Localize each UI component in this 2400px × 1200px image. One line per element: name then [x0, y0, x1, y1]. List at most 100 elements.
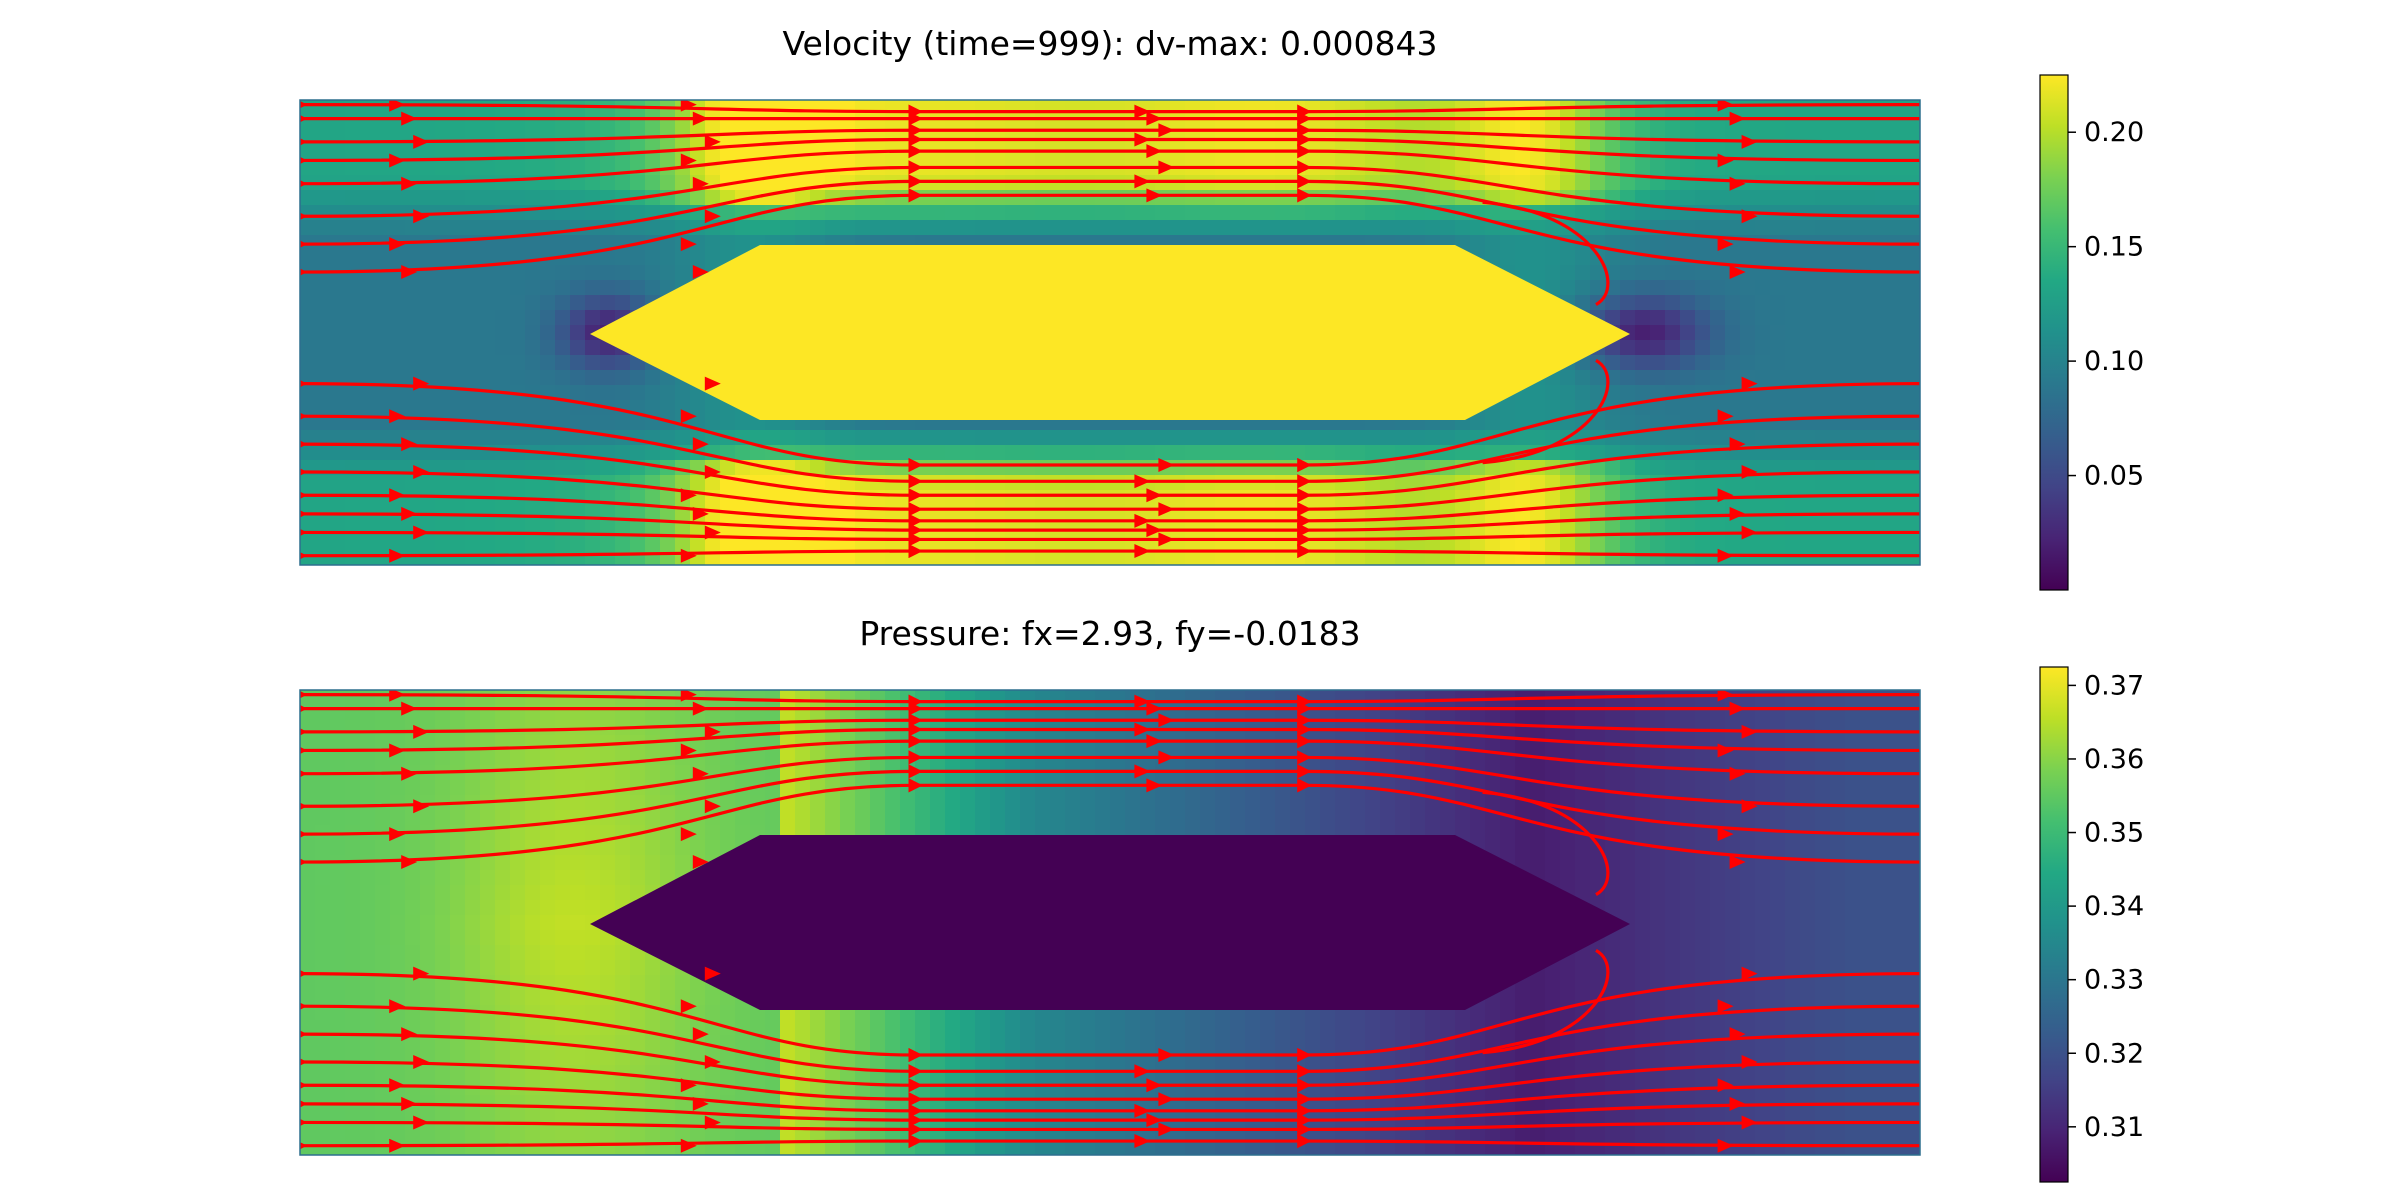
velocity-heat-cell [405, 355, 421, 371]
velocity-heat-cell [1380, 445, 1396, 461]
pressure-heat-cell [885, 780, 901, 796]
pressure-heat-cell [510, 720, 526, 736]
velocity-heat-cell [1110, 130, 1126, 146]
velocity-heat-cell [810, 430, 826, 446]
pressure-heat-cell [1680, 855, 1696, 871]
velocity-heat-cell [390, 130, 406, 146]
velocity-heat-cell [1185, 535, 1201, 551]
velocity-heat-cell [555, 490, 571, 506]
velocity-heat-cell [585, 280, 601, 296]
velocity-heat-cell [1890, 190, 1906, 206]
pressure-heat-cell [1275, 735, 1291, 751]
pressure-heat-cell [1230, 795, 1246, 811]
velocity-heat-cell [1755, 535, 1771, 551]
velocity-heat-cell [1560, 250, 1576, 266]
velocity-heat-cell [345, 280, 361, 296]
velocity-heat-cell [1785, 475, 1801, 491]
velocity-heat-cell [645, 385, 661, 401]
velocity-heat-cell [1860, 280, 1876, 296]
velocity-heat-cell [1665, 370, 1681, 386]
velocity-heat-cell [1395, 505, 1411, 521]
velocity-heat-cell [1350, 520, 1366, 536]
velocity-heat-cell [1485, 460, 1501, 476]
pressure-heat-cell [1680, 870, 1696, 886]
velocity-heat-cell [1755, 250, 1771, 266]
velocity-heat-cell [1485, 130, 1501, 146]
velocity-streamline-arrow [1729, 111, 1746, 126]
velocity-heat-cell [525, 385, 541, 401]
pressure-heat-cell [1020, 795, 1036, 811]
pressure-heat-cell [810, 690, 826, 706]
velocity-heat-cell [1110, 490, 1126, 506]
velocity-heat-cell [855, 475, 871, 491]
velocity-heat-cell [1890, 205, 1906, 221]
velocity-heat-cell [1515, 250, 1531, 266]
velocity-heat-cell [1020, 505, 1036, 521]
velocity-heat-cell [1410, 190, 1426, 206]
velocity-heat-cell [435, 475, 451, 491]
velocity-heat-cell [1785, 340, 1801, 356]
velocity-heat-cell [1200, 145, 1216, 161]
pressure-heat-cell [1455, 825, 1471, 841]
velocity-heat-cell [1095, 100, 1111, 116]
velocity-heat-cell [1005, 460, 1021, 476]
pressure-heat-cell [465, 780, 481, 796]
velocity-heat-cell [615, 445, 631, 461]
velocity-heat-cell [1815, 535, 1831, 551]
pressure-heat-cell [945, 810, 961, 826]
velocity-heat-cell [1290, 190, 1306, 206]
velocity-heat-cell [600, 205, 616, 221]
pressure-heat-cell [465, 690, 481, 706]
pressure-heat-cell [360, 690, 376, 706]
velocity-heat-cell [540, 280, 556, 296]
velocity-heat-cell [1710, 130, 1726, 146]
pressure-heat-cell [405, 870, 421, 886]
velocity-heat-cell [615, 250, 631, 266]
velocity-heat-cell [1740, 355, 1756, 371]
pressure-heat-cell [1665, 855, 1681, 871]
velocity-heat-cell [1110, 535, 1126, 551]
velocity-heat-cell [1770, 280, 1786, 296]
velocity-heat-cell [1470, 160, 1486, 176]
velocity-heat-cell [1740, 190, 1756, 206]
pressure-heat-cell [1185, 795, 1201, 811]
velocity-heat-cell [1845, 550, 1861, 565]
velocity-heat-cell [450, 280, 466, 296]
velocity-heat-cell [975, 535, 991, 551]
velocity-heat-cell [1770, 355, 1786, 371]
pressure-heat-cell [1350, 795, 1366, 811]
pressure-heat-cell [390, 900, 406, 916]
pressure-heat-cell [1680, 885, 1696, 901]
velocity-heat-cell [375, 250, 391, 266]
velocity-heat-cell [1290, 460, 1306, 476]
velocity-heat-cell [915, 535, 931, 551]
velocity-heat-cell [870, 475, 886, 491]
pressure-heat-cell [1245, 735, 1261, 751]
velocity-heat-cell [360, 340, 376, 356]
velocity-heat-cell [525, 550, 541, 565]
velocity-heat-cell [1020, 220, 1036, 236]
velocity-heat-cell [465, 505, 481, 521]
velocity-heat-cell [570, 415, 586, 431]
velocity-heat-cell [435, 220, 451, 236]
velocity-heat-cell [630, 250, 646, 266]
velocity-heat-cell [1830, 310, 1846, 326]
pressure-heat-cell [1305, 690, 1321, 706]
velocity-heat-cell [960, 130, 976, 146]
pressure-heat-cell [540, 825, 556, 841]
velocity-heat-cell [900, 430, 916, 446]
pressure-heat-cell [1620, 870, 1636, 886]
velocity-heat-cell [945, 100, 961, 116]
pressure-heat-cell [420, 840, 436, 856]
velocity-heat-cell [1395, 220, 1411, 236]
velocity-heat-cell [435, 250, 451, 266]
pressure-heat-cell [1170, 795, 1186, 811]
pressure-heat-cell [1845, 840, 1861, 856]
pressure-heat-cell [975, 810, 991, 826]
velocity-heat-cell [1725, 355, 1741, 371]
velocity-heat-cell [420, 100, 436, 116]
velocity-heat-cell [1230, 190, 1246, 206]
velocity-heat-cell [600, 310, 616, 326]
velocity-heat-cell [1680, 550, 1696, 565]
velocity-heat-cell [1605, 385, 1621, 401]
